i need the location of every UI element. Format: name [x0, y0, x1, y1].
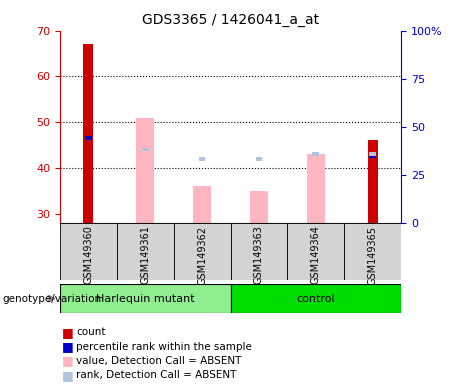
- Text: percentile rank within the sample: percentile rank within the sample: [76, 342, 252, 352]
- Text: GSM149361: GSM149361: [140, 225, 150, 285]
- Bar: [85, 136, 92, 140]
- Bar: [307, 154, 325, 223]
- Text: count: count: [76, 327, 106, 337]
- Bar: [60, 284, 230, 313]
- Text: GSM149360: GSM149360: [83, 225, 94, 285]
- Bar: [230, 223, 287, 280]
- Text: rank, Detection Call = ABSENT: rank, Detection Call = ABSENT: [76, 370, 236, 380]
- Text: ■: ■: [62, 369, 74, 382]
- Bar: [250, 191, 268, 223]
- Bar: [60, 223, 117, 280]
- Text: ■: ■: [62, 326, 74, 339]
- Text: GSM149362: GSM149362: [197, 225, 207, 285]
- Bar: [369, 155, 376, 158]
- Text: genotype/variation: genotype/variation: [2, 293, 101, 304]
- Bar: [142, 148, 148, 151]
- Bar: [117, 223, 174, 280]
- Bar: [344, 223, 401, 280]
- Bar: [367, 141, 378, 223]
- Bar: [174, 223, 230, 280]
- Bar: [83, 45, 94, 223]
- Text: ■: ■: [62, 340, 74, 353]
- Text: ■: ■: [62, 354, 74, 367]
- Text: GSM149365: GSM149365: [367, 225, 378, 285]
- Bar: [193, 186, 211, 223]
- Text: value, Detection Call = ABSENT: value, Detection Call = ABSENT: [76, 356, 242, 366]
- Bar: [136, 118, 154, 223]
- Text: GSM149363: GSM149363: [254, 225, 264, 285]
- Title: GDS3365 / 1426041_a_at: GDS3365 / 1426041_a_at: [142, 13, 319, 27]
- Bar: [313, 152, 319, 156]
- Bar: [230, 284, 401, 313]
- Bar: [199, 157, 206, 161]
- Text: GSM149364: GSM149364: [311, 225, 321, 285]
- Bar: [369, 152, 376, 156]
- Bar: [287, 223, 344, 280]
- Text: Harlequin mutant: Harlequin mutant: [96, 293, 195, 304]
- Bar: [255, 157, 262, 161]
- Text: control: control: [296, 293, 335, 304]
